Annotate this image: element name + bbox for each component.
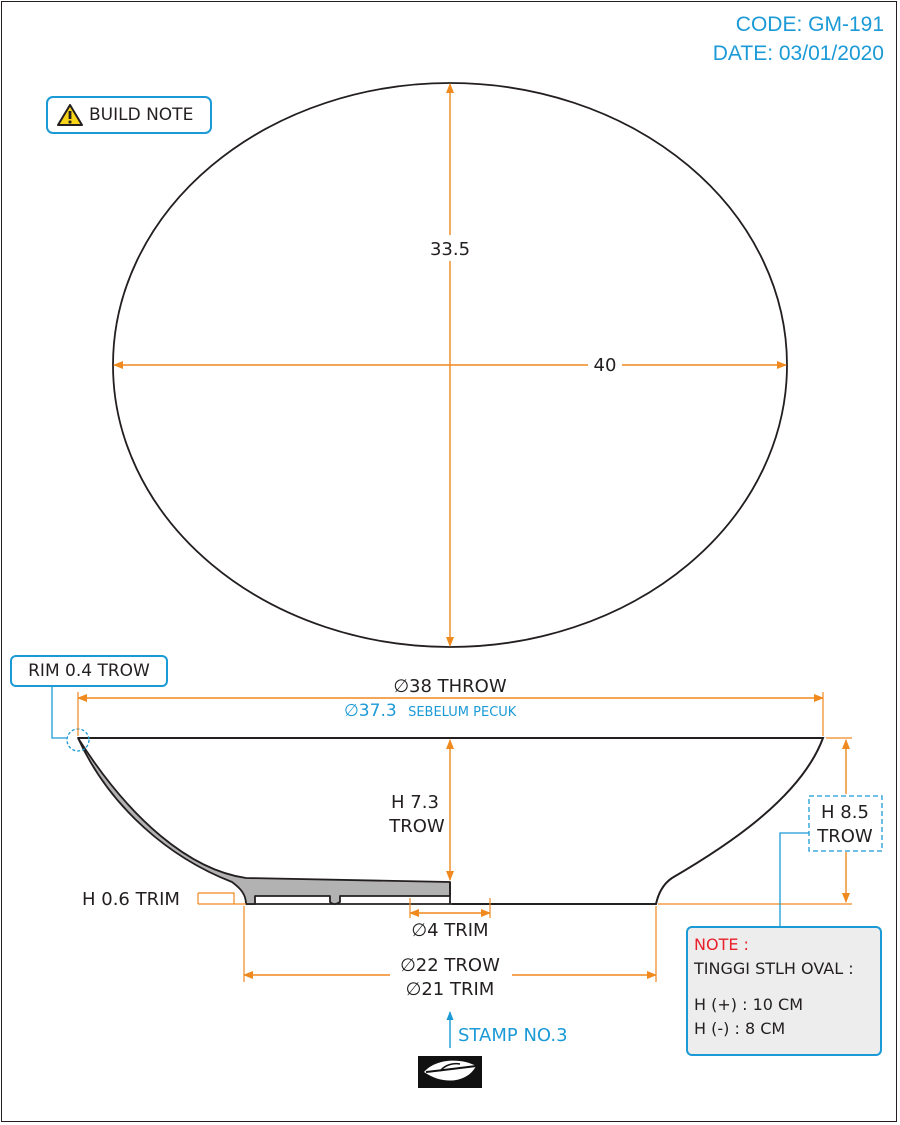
foot-trim-text: ∅21 TRIM — [406, 979, 495, 1000]
svg-text:∅37.3 SEBELUM PECUK: ∅37.3 SEBELUM PECUK — [344, 701, 517, 721]
rim-label-box: RIM 0.4 TROW — [10, 655, 168, 687]
before-pinch-value: ∅37.3 — [344, 701, 397, 721]
hole-diameter-text: ∅4 TRIM — [411, 920, 488, 941]
before-pinch-text: SEBELUM PECUK — [408, 705, 517, 720]
leaf-stamp-icon — [418, 1056, 482, 1088]
stamp-label: STAMP NO.3 — [458, 1025, 568, 1046]
height-dimension-text: 33.5 — [430, 239, 470, 260]
inner-height-text-1: H 7.3 — [391, 792, 439, 813]
bowl-outline-right — [78, 737, 825, 905]
inner-height-text-2: TROW — [388, 816, 445, 837]
code-label: CODE: GM-191 — [735, 13, 884, 36]
bowl-wall-section — [77, 737, 451, 905]
note-line-2: H (+) : 10 CM — [694, 995, 803, 1014]
note-line-3: H (-) : 8 CM — [694, 1019, 786, 1038]
width-dimension-text: 40 — [594, 355, 617, 376]
foot-throw-text: ∅22 TROW — [400, 955, 500, 976]
date-label: DATE: 03/01/2020 — [712, 42, 884, 65]
outer-height-text-2: TROW — [816, 826, 873, 847]
outer-height-text-1: H 8.5 — [821, 802, 869, 823]
rim-label: RIM 0.4 TROW — [28, 661, 150, 681]
note-title: NOTE : — [694, 935, 749, 954]
note-line-1: TINGGI STLH OVAL : — [694, 959, 854, 978]
foot-height-leader — [198, 892, 246, 905]
note-leader-line — [779, 832, 809, 926]
outer-height-box — [808, 795, 883, 852]
build-note-badge[interactable]: BUILD NOTE — [46, 96, 212, 134]
throw-diameter-text: ∅38 THROW — [393, 676, 507, 697]
build-note-label: BUILD NOTE — [89, 105, 194, 125]
note-box: NOTE : TINGGI STLH OVAL : H (+) : 10 CM … — [686, 926, 882, 1056]
rim-leader-line — [51, 687, 67, 739]
foot-height-text: H 0.6 TRIM — [82, 889, 180, 910]
warning-icon — [57, 104, 83, 126]
